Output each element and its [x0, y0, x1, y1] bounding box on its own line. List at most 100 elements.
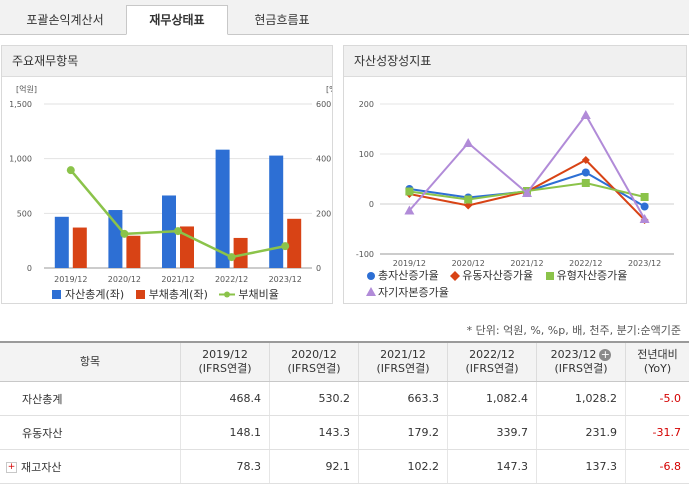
header-year-label: 2021/12 — [380, 348, 426, 361]
legend-asset-label: 자산총계(좌) — [65, 286, 124, 302]
legend-total-asset-growth[interactable]: 총자산증가율 — [366, 268, 439, 283]
legend-tangible-asset-growth-label: 유형자산증가율 — [557, 268, 628, 283]
table-cell: 179.2 — [359, 416, 448, 450]
yoy-cell: -6.8 — [626, 450, 689, 484]
table-cell: 147.3 — [448, 450, 537, 484]
x-tick: 2019/12 — [54, 275, 87, 284]
growth-point-square — [464, 196, 472, 204]
x-tick: 2020/12 — [452, 259, 485, 268]
header-yoy-sub: (YoY) — [644, 362, 671, 375]
row-item-expandable[interactable]: +재고자산 — [0, 450, 181, 484]
debt-ratio-point — [174, 227, 182, 235]
header-yoy: 전년대비(YoY) — [626, 342, 689, 382]
table-cell: 231.9 — [537, 416, 626, 450]
financial-table: 항목 2019/12(IFRS연결) 2020/12(IFRS연결) 2021/… — [0, 341, 689, 484]
y-tick-left: 500 — [17, 209, 32, 218]
growth-point-square — [405, 188, 413, 196]
header-basis-label: (IFRS연결) — [287, 362, 340, 375]
add-column-icon[interactable]: + — [599, 349, 611, 361]
growth-point-triangle — [581, 110, 591, 119]
table-cell: 339.7 — [448, 416, 537, 450]
growth-point-circle — [641, 203, 649, 211]
row-item-label: 유동자산 — [0, 416, 181, 450]
legend-asset[interactable]: 자산총계(좌) — [52, 286, 124, 302]
tab-balance-sheet[interactable]: 재무상태표 — [126, 5, 228, 35]
x-tick: 2023/12 — [628, 259, 661, 268]
header-item: 항목 — [0, 342, 181, 382]
legend-debt-ratio[interactable]: 부채비율 — [219, 286, 278, 302]
panel-title-main-items: 주요재무항목 — [2, 46, 332, 77]
x-tick: 2021/12 — [161, 275, 194, 284]
table-cell: 1,028.2 — [537, 382, 626, 416]
legend-liability-label: 부채총계(좌) — [149, 286, 208, 302]
y-tick: 100 — [359, 150, 374, 159]
header-basis-label: (IFRS연결) — [554, 362, 607, 375]
table-cell: 1,082.4 — [448, 382, 537, 416]
table-row: +재고자산 78.3 92.1 102.2 147.3 137.3 -6.8 — [0, 450, 689, 484]
right-legend: 총자산증가율 유동자산증가율 유형자산증가율 자기자본증가율 — [366, 268, 686, 301]
legend-liability[interactable]: 부채총계(좌) — [136, 286, 208, 302]
row-item-label: 자산총계 — [0, 382, 181, 416]
bar-liability — [73, 228, 87, 268]
legend-asset-swatch — [52, 290, 61, 299]
bar-liability — [126, 236, 140, 268]
x-tick: 2021/12 — [510, 259, 543, 268]
x-tick: 2022/12 — [215, 275, 248, 284]
tab-bar: 포괄손익계산서 재무상태표 현금흐름표 — [0, 0, 689, 35]
header-year-label: 2019/12 — [202, 348, 248, 361]
x-tick: 2022/12 — [569, 259, 602, 268]
left-legend: 자산총계(좌) 부채총계(좌) 부채비율 — [52, 286, 287, 302]
header-yoy-label: 전년대비 — [637, 348, 677, 361]
growth-point-square — [641, 193, 649, 201]
table-header-row: 항목 2019/12(IFRS연결) 2020/12(IFRS연결) 2021/… — [0, 342, 689, 382]
tab-income-statement[interactable]: 포괄손익계산서 — [10, 6, 120, 34]
legend-equity-growth[interactable]: 자기자본증가율 — [366, 285, 449, 300]
header-year-label: 2022/12 — [469, 348, 515, 361]
legend-equity-growth-label: 자기자본증가율 — [378, 285, 449, 300]
header-year-label: 2020/12 — [291, 348, 337, 361]
x-tick: 2019/12 — [393, 259, 426, 268]
legend-debt-ratio-label: 부채비율 — [238, 286, 278, 302]
table-cell: 78.3 — [181, 450, 270, 484]
growth-point-triangle — [463, 138, 473, 147]
table-cell: 143.3 — [270, 416, 359, 450]
legend-tangible-asset-growth[interactable]: 유형자산증가율 — [545, 268, 628, 283]
expand-plus-icon[interactable]: + — [6, 462, 17, 473]
header-year-label: 2023/12 — [551, 348, 597, 361]
tab-cash-flow[interactable]: 현금흐름표 — [232, 6, 332, 34]
header-year-2019: 2019/12(IFRS연결) — [181, 342, 270, 382]
circle-marker-icon — [366, 271, 378, 281]
header-basis-label: (IFRS연결) — [376, 362, 429, 375]
table-cell: 468.4 — [181, 382, 270, 416]
left-chart: [억원] [%] 005002001,0004001,5006002019/12… — [2, 78, 332, 298]
legend-current-asset-growth-label: 유동자산증가율 — [462, 268, 533, 283]
y-tick-left: 0 — [27, 264, 32, 273]
bar-asset — [55, 217, 69, 268]
y-tick-left: 1,500 — [9, 100, 32, 109]
table-row: 유동자산 148.1 143.3 179.2 339.7 231.9 -31.7 — [0, 416, 689, 450]
triangle-marker-icon — [366, 287, 378, 297]
debt-ratio-point — [120, 230, 128, 238]
y-tick-left: 1,000 — [9, 155, 32, 164]
diamond-marker-icon — [450, 271, 462, 281]
y-tick: -100 — [356, 250, 374, 259]
legend-total-asset-growth-label: 총자산증가율 — [378, 268, 439, 283]
legend-liability-swatch — [136, 290, 145, 299]
y-tick: 0 — [369, 200, 374, 209]
x-tick: 2020/12 — [108, 275, 141, 284]
y-tick-right: 400 — [316, 155, 331, 164]
square-marker-icon — [545, 271, 557, 281]
panel-title-asset-growth: 자산성장성지표 — [344, 46, 686, 77]
y-tick-right: 0 — [316, 264, 321, 273]
y-tick-right: 600 — [316, 100, 331, 109]
yoy-cell: -5.0 — [626, 382, 689, 416]
header-year-2023: 2023/12+(IFRS연결) — [537, 342, 626, 382]
header-year-2020: 2020/12(IFRS연결) — [270, 342, 359, 382]
y-tick-right: 200 — [316, 209, 331, 218]
header-basis-label: (IFRS연결) — [465, 362, 518, 375]
legend-current-asset-growth[interactable]: 유동자산증가율 — [450, 268, 533, 283]
growth-point-circle — [582, 169, 590, 177]
growth-point-square — [582, 179, 590, 187]
